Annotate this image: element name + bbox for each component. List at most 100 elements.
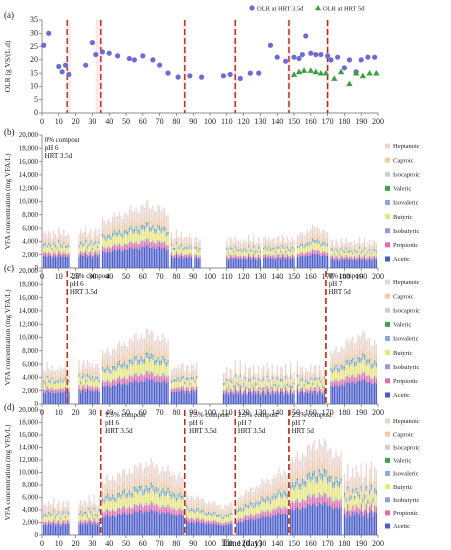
vfa-bar-segment bbox=[140, 503, 142, 505]
vfa-bar-segment bbox=[227, 505, 230, 512]
vfa-bar-segment bbox=[159, 361, 161, 363]
vfa-bar-segment bbox=[320, 469, 322, 474]
vfa-bar-segment bbox=[132, 509, 134, 515]
vfa-bar-segment bbox=[175, 254, 178, 268]
vfa-bar-segment bbox=[301, 500, 304, 508]
vfa-bar-segment bbox=[305, 481, 307, 484]
vfa-bar-segment bbox=[273, 385, 275, 391]
vfa-bar-segment bbox=[264, 395, 267, 404]
vfa-bar-segment bbox=[120, 364, 122, 366]
vfa-bar-segment bbox=[91, 244, 94, 248]
vfa-bar-segment bbox=[61, 524, 63, 535]
vfa-bar-segment bbox=[303, 455, 305, 471]
vfa-bar-segment bbox=[51, 521, 53, 522]
vfa-bar-segment bbox=[174, 250, 176, 256]
vfa-bar-segment bbox=[269, 392, 272, 394]
vfa-bar-segment bbox=[335, 255, 337, 256]
vfa-bar-segment bbox=[279, 493, 282, 495]
vfa-bar-segment bbox=[226, 250, 228, 256]
vfa-bar-segment bbox=[137, 512, 139, 535]
vfa-bar-segment bbox=[85, 389, 87, 392]
vfa-bar-segment bbox=[147, 493, 149, 505]
vfa-bar-segment bbox=[249, 241, 251, 247]
vfa-bar-segment bbox=[115, 499, 117, 503]
vfa-bar-segment bbox=[175, 379, 178, 381]
vfa-bar-segment bbox=[222, 523, 225, 525]
vfa-bar-segment bbox=[128, 375, 131, 377]
vfa-bar-segment bbox=[229, 380, 231, 382]
vfa-bar-segment bbox=[369, 247, 371, 249]
vfa-bar-segment bbox=[342, 358, 344, 364]
vfa-bar-segment bbox=[169, 495, 171, 507]
vfa-bar-segment bbox=[182, 258, 184, 268]
vfa-bar-segment bbox=[120, 492, 122, 495]
vfa-bar-segment bbox=[153, 382, 156, 404]
vfa-bar-segment bbox=[68, 368, 70, 376]
vfa-bar-segment bbox=[179, 493, 181, 497]
vfa-bar-segment bbox=[147, 244, 149, 268]
vfa-bar-segment bbox=[195, 249, 198, 255]
vfa-bar-segment bbox=[78, 372, 80, 375]
vfa-bar-segment bbox=[283, 254, 285, 258]
vfa-bar-segment bbox=[179, 492, 181, 494]
vfa-bar-segment bbox=[271, 258, 273, 268]
vfa-bar-segment bbox=[63, 510, 65, 512]
vfa-bar-segment bbox=[133, 356, 136, 359]
vfa-bar-segment bbox=[110, 498, 112, 502]
vfa-bar-segment bbox=[108, 368, 110, 370]
vfa-bar-segment bbox=[179, 513, 181, 535]
vfa-bar-segment bbox=[91, 258, 94, 268]
vfa-bar-segment bbox=[187, 390, 189, 404]
vfa-bar-segment bbox=[44, 243, 47, 246]
vfa-bar-segment bbox=[85, 375, 87, 379]
vfa-bar-segment bbox=[301, 377, 304, 379]
vfa-bar-segment bbox=[54, 380, 57, 382]
vfa-bar-segment bbox=[305, 487, 307, 501]
vfa-bar-segment bbox=[226, 521, 228, 523]
vfa-bar-segment bbox=[184, 377, 186, 381]
vfa-bar-segment bbox=[64, 386, 67, 388]
vfa-bar-segment bbox=[135, 372, 137, 375]
vfa-bar-segment bbox=[78, 247, 80, 254]
vfa-bar-segment bbox=[283, 469, 285, 483]
vfa-bar-segment bbox=[232, 252, 235, 257]
vfa-bar-segment bbox=[310, 378, 312, 381]
y-tick-label: 8,000 bbox=[22, 347, 38, 355]
vfa-bar-segment bbox=[279, 259, 282, 268]
vfa-bar-segment bbox=[239, 507, 241, 509]
vfa-bar-segment bbox=[355, 378, 357, 383]
vfa-bar-segment bbox=[54, 390, 57, 393]
vfa-bar-segment bbox=[118, 212, 120, 223]
vfa-bar-segment bbox=[229, 515, 231, 521]
vfa-bar-segment bbox=[367, 249, 369, 251]
vfa-bar-segment bbox=[140, 485, 142, 488]
vfa-bar-segment bbox=[332, 382, 334, 387]
vfa-bar-segment bbox=[313, 249, 315, 251]
vfa-bar-segment bbox=[333, 381, 335, 386]
vfa-bar-segment bbox=[316, 386, 319, 388]
vfa-bar-segment bbox=[148, 380, 151, 404]
vfa-bar-segment bbox=[150, 482, 152, 485]
vfa-bar-segment bbox=[111, 250, 114, 268]
vfa-bar-segment bbox=[59, 381, 62, 388]
vfa-bar-segment bbox=[330, 239, 332, 245]
vfa-bar-segment bbox=[321, 498, 324, 506]
vfa-bar-segment bbox=[333, 457, 335, 472]
vfa-bar-segment bbox=[209, 502, 211, 509]
vfa-bar-segment bbox=[248, 388, 250, 389]
vfa-bar-segment bbox=[43, 252, 45, 254]
vfa-bar-segment bbox=[182, 496, 184, 500]
vfa-bar-segment bbox=[113, 480, 115, 491]
vfa-bar-segment bbox=[81, 242, 83, 245]
vfa-bar-segment bbox=[175, 242, 178, 245]
x-tick-label: 150 bbox=[288, 539, 300, 548]
vfa-bar-segment bbox=[291, 386, 293, 388]
vfa-bar-segment bbox=[357, 373, 359, 375]
vfa-bar-segment bbox=[118, 497, 120, 508]
vfa-bar-segment bbox=[81, 513, 83, 515]
vfa-bar-segment bbox=[348, 256, 351, 258]
vfa-bar-segment bbox=[347, 359, 349, 361]
vfa-bar-segment bbox=[148, 505, 151, 512]
vfa-bar-segment bbox=[51, 248, 53, 249]
vfa-bar-segment bbox=[63, 378, 65, 380]
